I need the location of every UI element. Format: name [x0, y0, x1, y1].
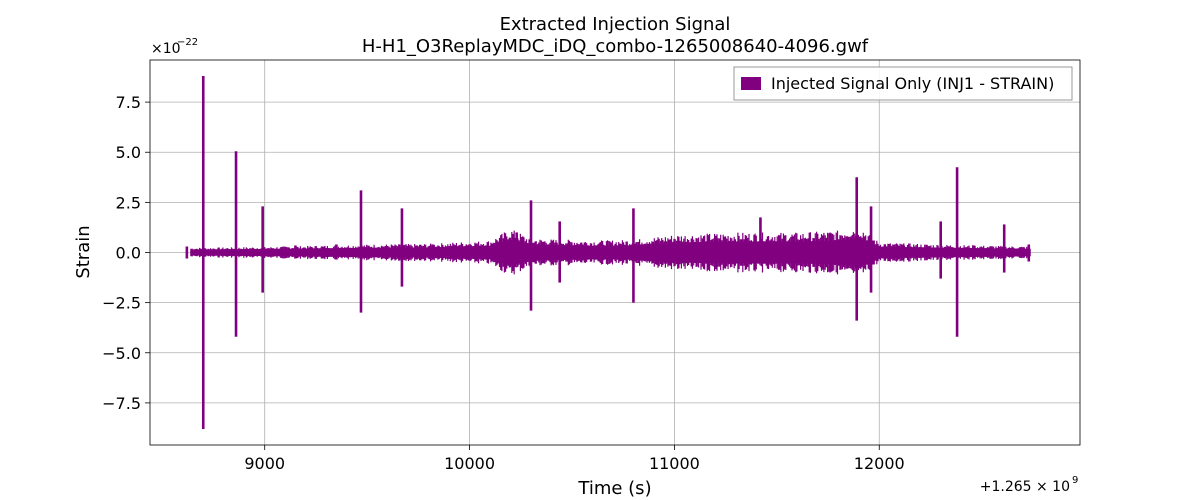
y-tick-label: 7.5 [116, 93, 141, 112]
chart-title-line1: Extracted Injection Signal [500, 14, 731, 35]
y-tick-label: 2.5 [116, 193, 141, 212]
x-tick-label: 12000 [854, 454, 905, 473]
y-axis-ticks: −7.5 −5.0 −2.5 0.0 2.5 5.0 7.5 [102, 93, 150, 413]
legend-box [733, 66, 1073, 101]
y-tick-label: 0.0 [116, 244, 141, 263]
x-axis-label: Time (s) [577, 478, 651, 499]
legend-swatch [741, 77, 761, 90]
x-offset: +1.265 × 10 9 [980, 475, 1079, 495]
y-axis-label: Strain [73, 225, 94, 278]
y-tick-label: 5.0 [116, 143, 141, 162]
x-axis-ticks: 9000 10000 11000 12000 [244, 445, 905, 473]
y-tick-label: −5.0 [102, 344, 141, 363]
x-offset-exponent: 9 [1072, 475, 1078, 486]
y-tick-label: −7.5 [102, 394, 141, 413]
legend-label: Injected Signal Only (INJ1 - STRAIN) [771, 74, 1054, 93]
x-offset-base: +1.265 × 10 [980, 479, 1070, 495]
y-tick-label: −2.5 [102, 294, 141, 313]
x-tick-label: 9000 [244, 454, 285, 473]
x-tick-label: 11000 [649, 454, 700, 473]
series-noise [190, 228, 1030, 277]
y-multiplier: ×10 −22 [151, 37, 198, 57]
series-injected-signal [185, 76, 1031, 429]
chart-title-line2: H-H1_O3ReplayMDC_iDQ_combo-1265008640-40… [362, 36, 869, 57]
y-multiplier-exponent: −22 [177, 37, 198, 48]
y-multiplier-base: ×10 [151, 41, 181, 57]
legend: Injected Signal Only (INJ1 - STRAIN) [733, 66, 1073, 101]
x-tick-label: 10000 [444, 454, 495, 473]
